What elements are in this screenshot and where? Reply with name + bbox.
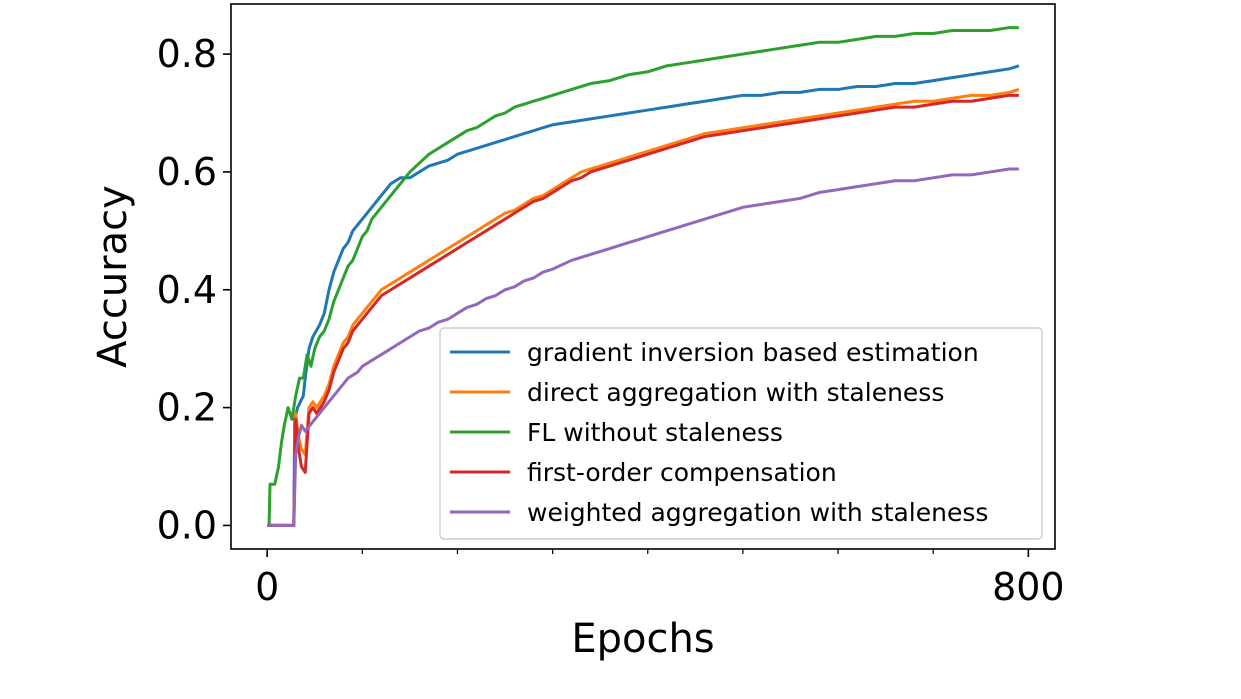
series-line-4: [267, 93, 1019, 527]
legend-label: first-order compensation: [527, 458, 837, 487]
y-tick-label: 0.4: [157, 268, 217, 312]
legend: gradient inversion based estimation direc…: [439, 327, 1043, 540]
legend-label: gradient inversion based estimation: [527, 338, 979, 367]
y-tick-label: 0.8: [157, 32, 217, 76]
legend-label: direct aggregation with staleness: [527, 378, 944, 407]
x-tick-label: 0: [255, 565, 279, 609]
series-line-2: [267, 87, 1020, 527]
axis-ticks: 0.0 0.2 0.4 0.6 0.8 0 800: [157, 32, 1065, 609]
series-line-5: [267, 167, 1019, 527]
y-tick-label: 0.0: [157, 503, 217, 547]
series-layer: [267, 26, 1020, 527]
legend-label: weighted aggregation with staleness: [527, 498, 988, 527]
y-axis-label: Accuracy: [90, 185, 136, 368]
legend-label: FL without staleness: [527, 418, 783, 447]
legend-frame: [439, 327, 1043, 540]
plot-frame: [230, 3, 1056, 550]
x-tick-label: 800: [992, 565, 1065, 609]
series-line-3: [267, 26, 1019, 527]
series-line-1: [267, 64, 1020, 527]
y-tick-label: 0.2: [157, 386, 217, 430]
x-axis-label: Epochs: [571, 616, 714, 662]
y-tick-label: 0.6: [157, 150, 217, 194]
